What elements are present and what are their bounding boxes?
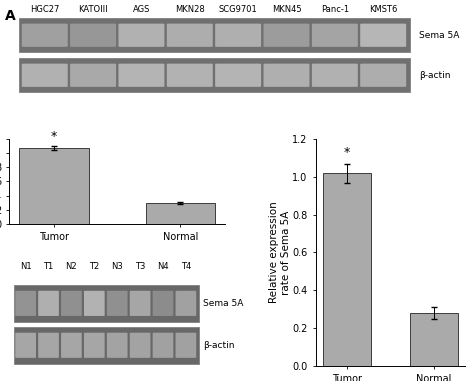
FancyBboxPatch shape — [107, 333, 128, 358]
FancyBboxPatch shape — [360, 64, 406, 87]
Text: Sema 5A: Sema 5A — [419, 31, 459, 40]
FancyBboxPatch shape — [153, 333, 173, 358]
FancyBboxPatch shape — [360, 24, 406, 47]
FancyBboxPatch shape — [61, 333, 82, 358]
FancyBboxPatch shape — [38, 291, 59, 316]
Text: AGS: AGS — [133, 5, 150, 14]
FancyBboxPatch shape — [14, 327, 199, 364]
Bar — [323, 173, 371, 366]
Text: A: A — [5, 9, 16, 23]
FancyBboxPatch shape — [84, 291, 105, 316]
Y-axis label: Relative expression
rate of Sema 5A: Relative expression rate of Sema 5A — [269, 202, 291, 303]
FancyBboxPatch shape — [70, 24, 116, 47]
Text: KATOIII: KATOIII — [78, 5, 108, 14]
Text: T3: T3 — [135, 262, 146, 271]
Text: N3: N3 — [111, 262, 123, 271]
Text: T4: T4 — [181, 262, 191, 271]
FancyBboxPatch shape — [70, 64, 116, 87]
Text: *: * — [51, 130, 57, 143]
Text: N1: N1 — [20, 262, 31, 271]
FancyBboxPatch shape — [215, 24, 261, 47]
FancyBboxPatch shape — [18, 18, 410, 52]
FancyBboxPatch shape — [167, 24, 213, 47]
FancyBboxPatch shape — [215, 64, 261, 87]
FancyBboxPatch shape — [14, 285, 199, 322]
Text: MKN28: MKN28 — [175, 5, 205, 14]
Text: T2: T2 — [89, 262, 100, 271]
Text: MKN45: MKN45 — [272, 5, 301, 14]
FancyBboxPatch shape — [15, 333, 36, 358]
FancyBboxPatch shape — [61, 291, 82, 316]
FancyBboxPatch shape — [264, 64, 310, 87]
FancyBboxPatch shape — [312, 64, 358, 87]
FancyBboxPatch shape — [118, 24, 164, 47]
Text: Sema 5A: Sema 5A — [203, 299, 244, 308]
Text: N4: N4 — [157, 262, 169, 271]
Text: β-actin: β-actin — [419, 71, 450, 80]
FancyBboxPatch shape — [175, 291, 196, 316]
FancyBboxPatch shape — [22, 64, 68, 87]
FancyBboxPatch shape — [264, 24, 310, 47]
FancyBboxPatch shape — [18, 58, 410, 92]
Text: HGC27: HGC27 — [30, 5, 59, 14]
Bar — [410, 313, 458, 366]
FancyBboxPatch shape — [84, 333, 105, 358]
FancyBboxPatch shape — [130, 333, 150, 358]
Bar — [19, 148, 89, 224]
FancyBboxPatch shape — [15, 291, 36, 316]
FancyBboxPatch shape — [38, 333, 59, 358]
FancyBboxPatch shape — [22, 24, 68, 47]
FancyBboxPatch shape — [130, 291, 150, 316]
Bar — [146, 203, 215, 224]
FancyBboxPatch shape — [107, 291, 128, 316]
Text: KMST6: KMST6 — [369, 5, 397, 14]
Text: SCG9701: SCG9701 — [219, 5, 257, 14]
Text: T1: T1 — [44, 262, 54, 271]
Text: Panc-1: Panc-1 — [321, 5, 349, 14]
FancyBboxPatch shape — [312, 24, 358, 47]
FancyBboxPatch shape — [153, 291, 173, 316]
FancyBboxPatch shape — [118, 64, 164, 87]
Text: *: * — [344, 146, 350, 159]
Text: N2: N2 — [65, 262, 77, 271]
FancyBboxPatch shape — [167, 64, 213, 87]
Text: β-actin: β-actin — [203, 341, 235, 350]
FancyBboxPatch shape — [175, 333, 196, 358]
